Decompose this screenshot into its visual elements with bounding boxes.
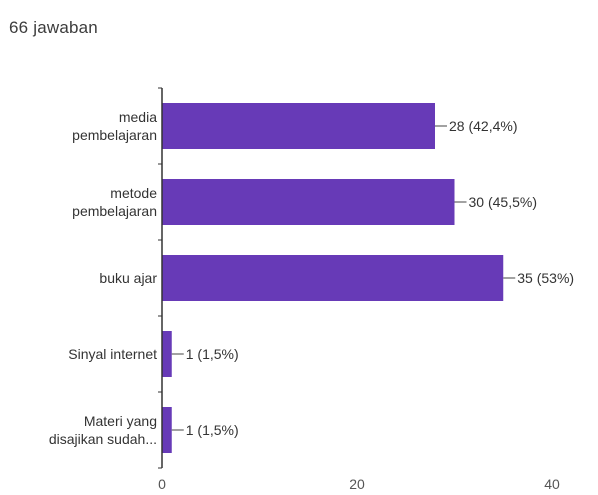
category-label: media	[119, 109, 157, 125]
data-label: 1 (1,5%)	[186, 422, 239, 438]
bar	[162, 255, 504, 301]
response-count: 66 jawaban	[9, 18, 98, 37]
bar	[162, 407, 172, 453]
category-label: Sinyal internet	[68, 346, 157, 362]
bar	[162, 331, 172, 377]
category-label: buku ajar	[99, 270, 157, 286]
bars-layer	[162, 103, 504, 453]
category-label: pembelajaran	[72, 203, 157, 219]
category-label: metode	[110, 185, 157, 201]
bar	[162, 103, 435, 149]
bar	[162, 179, 455, 225]
x-tick-label: 0	[158, 476, 166, 492]
category-label: pembelajaran	[72, 127, 157, 143]
labels-layer: media pembelajaran 28 (42,4%) metode pembela…	[49, 109, 574, 447]
data-label: 1 (1,5%)	[186, 346, 239, 362]
data-label: 30 (45,5%)	[469, 194, 537, 210]
category-label: Materi yang	[84, 413, 157, 429]
category-label: disajikan sudah...	[49, 431, 157, 447]
x-tick-label: 40	[544, 476, 560, 492]
data-label: 28 (42,4%)	[449, 118, 517, 134]
data-label: 35 (53%)	[517, 270, 574, 286]
axis-layer: 0 20 40	[158, 87, 560, 492]
x-tick-label: 20	[349, 476, 365, 492]
